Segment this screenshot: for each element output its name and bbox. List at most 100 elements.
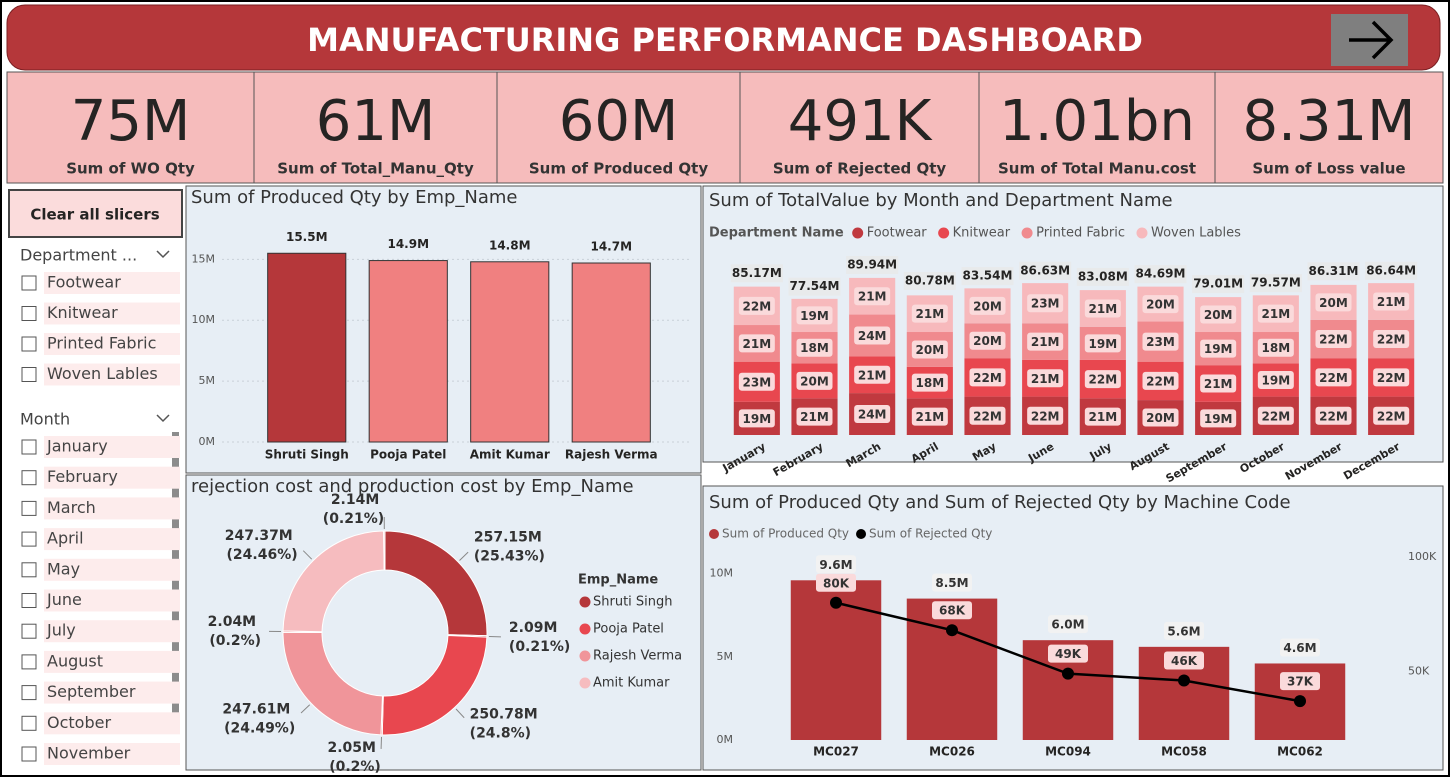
label-bg <box>796 407 833 426</box>
data-label: 21M <box>916 307 945 321</box>
label-bg <box>1084 334 1121 353</box>
data-label: 19M <box>800 309 829 323</box>
label-line: (0.2%) <box>209 633 261 649</box>
label-bg <box>1200 305 1237 324</box>
slicer-row-bg <box>44 589 180 612</box>
y-tick-label: 5M <box>199 374 216 387</box>
data-label: 2.14M (0.21%) <box>323 492 384 527</box>
slicer-item[interactable]: April <box>21 528 180 551</box>
bar <box>470 261 550 443</box>
data-label: 19M <box>1089 337 1118 351</box>
y-tick-label: 10M <box>192 313 216 326</box>
data-label: 22M <box>1262 409 1291 423</box>
total-bg <box>846 256 899 274</box>
slicer-row-bg <box>44 650 180 673</box>
data-label: 20M <box>1204 308 1233 322</box>
checkbox <box>21 439 37 455</box>
slicer-item[interactable]: March <box>21 497 180 520</box>
label-bg <box>854 326 891 345</box>
label-bg <box>854 287 891 306</box>
label-line: (24.46%) <box>227 547 298 563</box>
slicer-item-label: August <box>47 651 103 670</box>
next-button[interactable] <box>1331 14 1408 66</box>
total-bg <box>961 267 1014 286</box>
label-bg <box>816 573 856 592</box>
y-tick-label: 5M <box>717 650 734 663</box>
slicer-item[interactable]: May <box>21 558 180 581</box>
data-label: 23M <box>1031 297 1060 311</box>
legend-marker <box>938 227 950 239</box>
label-line: (24.49%) <box>224 721 295 737</box>
total-label: 89.94M <box>847 258 897 272</box>
label-bg <box>1027 406 1064 425</box>
chart-title: Sum of Produced Qty and Sum of Rejected … <box>709 492 1291 513</box>
total-label: 83.08M <box>1078 269 1128 283</box>
slicer-title: Department ... <box>20 246 137 265</box>
label-bg <box>738 409 775 428</box>
slicer-item-label: Footwear <box>47 273 121 292</box>
slicer-item[interactable]: February <box>21 466 180 489</box>
slicer-item[interactable]: Printed Fabric <box>21 333 180 355</box>
slicer-item[interactable]: October <box>21 712 180 735</box>
data-label: 49K <box>1055 647 1082 661</box>
x-tick-label: Rajesh Verma <box>565 448 658 462</box>
x-tick-label: MC026 <box>929 745 975 759</box>
label-line: (0.2%) <box>329 759 381 775</box>
data-label: 6.0M <box>1051 618 1084 632</box>
slicer-item[interactable]: August <box>21 650 180 673</box>
label-bg <box>1027 332 1064 351</box>
label-bg <box>1280 638 1320 657</box>
label-bg <box>969 331 1006 350</box>
line-marker <box>1062 667 1074 680</box>
data-label: 21M <box>1031 372 1060 386</box>
label-bg <box>796 306 833 325</box>
data-label: 2.09M (0.21%) <box>509 620 570 655</box>
slicer-item[interactable]: June <box>21 589 180 612</box>
bar <box>368 260 448 443</box>
data-label: 20M <box>1146 298 1175 312</box>
legend-label: Pooja Patel <box>593 622 664 637</box>
slicer-item[interactable]: Footwear <box>21 272 180 294</box>
clear-slicers-button[interactable]: Clear all slicers <box>8 189 183 238</box>
data-label: 24M <box>858 408 887 422</box>
slicer-item[interactable]: July <box>21 620 180 643</box>
checkbox <box>21 470 37 486</box>
data-label: 21M <box>800 410 829 424</box>
label-bg <box>1142 332 1179 351</box>
slicer-item[interactable]: November <box>21 743 180 765</box>
total-label: 84.69M <box>1136 267 1186 281</box>
label-bg <box>1315 368 1352 387</box>
legend-label: Footwear <box>867 226 928 241</box>
arrow-icon <box>1349 20 1394 60</box>
slicer-row-bg <box>44 436 180 458</box>
slicer-item[interactable]: Knitwear <box>21 302 180 325</box>
data-label: 2.04M (0.2%) <box>208 614 261 649</box>
label-bg <box>1257 338 1294 357</box>
checkbox <box>21 531 37 547</box>
leader-line <box>300 704 311 714</box>
slicer-item[interactable]: Woven Lables <box>21 363 180 386</box>
label-line: 257.15M <box>474 530 547 546</box>
label-bg <box>1315 293 1352 312</box>
slicer-item-label: Woven Lables <box>47 364 158 383</box>
data-label: 22M <box>1319 332 1348 346</box>
slicer-item[interactable]: September <box>21 681 180 704</box>
label-bg <box>911 373 948 392</box>
slicer-item[interactable]: January <box>21 436 180 458</box>
label-bg <box>1373 329 1410 348</box>
data-label: 18M <box>1262 341 1291 355</box>
slicer-row-bg <box>44 681 180 704</box>
data-label: 21M <box>1377 295 1406 309</box>
checkbox <box>21 685 37 701</box>
data-label: 22M <box>1377 371 1406 385</box>
data-label: 21M <box>1204 377 1233 391</box>
x-tick-label: MC094 <box>1045 745 1091 759</box>
label-bg <box>969 406 1006 425</box>
total-bg <box>903 271 956 290</box>
label-bg <box>1315 406 1352 425</box>
label-line: 247.37M <box>225 528 298 544</box>
checkbox <box>21 623 37 639</box>
y2-tick-label: 50K <box>1408 664 1430 677</box>
slicer-row-bg <box>44 528 180 551</box>
total-bg <box>1307 262 1360 281</box>
